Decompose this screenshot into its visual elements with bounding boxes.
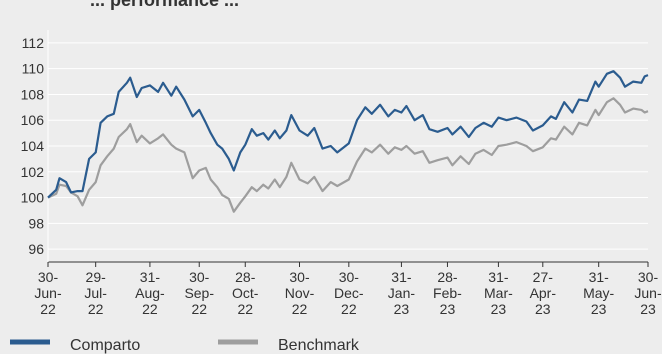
x-tick-label-line: 31- xyxy=(140,269,161,285)
x-tick-label: 27-Apr-23 xyxy=(530,269,557,317)
y-tick-label: 98 xyxy=(28,215,44,231)
x-tick-label-line: 23 xyxy=(591,301,607,317)
x-tick-label-line: Jan- xyxy=(388,285,416,301)
series-line-benchmark xyxy=(47,97,649,213)
x-tick-label: 28-Oct-22 xyxy=(232,269,259,317)
x-tick-label-line: 23 xyxy=(394,301,410,317)
y-tick-label: 96 xyxy=(28,241,44,257)
x-tick-label-line: 30- xyxy=(189,269,210,285)
x-tick-label: 30-Dec-22 xyxy=(334,269,364,317)
chart-title: ... performance ... xyxy=(90,0,239,10)
y-axis-tick-labels: 96 98 100 102 104 106 108 110 112 xyxy=(21,35,45,257)
x-tick-label-line: 27- xyxy=(533,269,554,285)
x-tick-label-line: 30- xyxy=(38,269,59,285)
x-tick-label-line: 28- xyxy=(437,269,458,285)
x-tick-label-line: Mar- xyxy=(484,285,513,301)
x-tick-label: 31-Mar-23 xyxy=(484,269,513,317)
series-line-comparto xyxy=(47,70,649,199)
x-tick-label-line: 22 xyxy=(292,301,308,317)
x-tick-label-line: Jun- xyxy=(34,285,62,301)
y-tick-label: 110 xyxy=(22,61,45,77)
x-tick-label: 30-Jun-23 xyxy=(634,269,662,317)
y-tick-label: 102 xyxy=(21,164,45,180)
chart-legend: Comparto Benchmark xyxy=(10,337,360,354)
x-tick-label-line: Oct- xyxy=(232,285,259,301)
x-tick-label-line: Jun- xyxy=(634,285,662,301)
x-tick-label-line: Sep- xyxy=(184,285,214,301)
x-tick-label: 31-Aug-22 xyxy=(135,269,165,317)
x-tick-label-line: 28- xyxy=(235,269,256,285)
x-tick-label: 29-Jul-22 xyxy=(84,269,107,317)
series-lines xyxy=(47,70,649,213)
legend-label-comparto: Comparto xyxy=(70,337,140,354)
x-tick-label-line: 31- xyxy=(488,269,509,285)
y-tick-label: 108 xyxy=(21,86,45,102)
y-tick-label: 100 xyxy=(21,190,45,206)
x-tick-label-line: 29- xyxy=(86,269,107,285)
x-tick-label-line: 23 xyxy=(440,301,456,317)
y-tick-label: 106 xyxy=(21,112,45,128)
x-tick-label: 30-Jun-22 xyxy=(34,269,62,317)
x-tick-label: 31-Jan-23 xyxy=(388,269,416,317)
x-tick-label-line: 22 xyxy=(88,301,104,317)
x-tick-label-line: 30- xyxy=(638,269,659,285)
x-tick-label-line: Feb- xyxy=(433,285,462,301)
x-axis-tick-labels: 30-Jun-2229-Jul-2231-Aug-2230-Sep-2228-O… xyxy=(34,262,662,317)
x-tick-label-line: 22 xyxy=(40,301,56,317)
x-tick-label-line: 23 xyxy=(535,301,551,317)
y-tick-label: 112 xyxy=(22,35,45,51)
x-tick-label-line: Aug- xyxy=(135,285,165,301)
x-tick-label: 28-Feb-23 xyxy=(433,269,462,317)
x-tick-label-line: Dec- xyxy=(334,285,364,301)
x-tick-label-line: 22 xyxy=(191,301,207,317)
x-tick-label-line: May- xyxy=(583,285,614,301)
y-tick-label: 104 xyxy=(21,138,45,154)
x-tick-label-line: 30- xyxy=(289,269,310,285)
legend-label-benchmark: Benchmark xyxy=(278,337,360,354)
x-tick-label-line: Jul- xyxy=(84,285,107,301)
x-tick-label: 30-Sep-22 xyxy=(184,269,214,317)
x-tick-label-line: 23 xyxy=(640,301,656,317)
x-tick-label: 31-May-23 xyxy=(583,269,614,317)
x-tick-label-line: 31- xyxy=(589,269,610,285)
x-tick-label-line: 22 xyxy=(142,301,158,317)
x-tick-label: 30-Nov-22 xyxy=(285,269,315,317)
x-tick-label-line: 22 xyxy=(341,301,357,317)
x-tick-label-line: 22 xyxy=(237,301,253,317)
x-tick-label-line: Apr- xyxy=(530,285,557,301)
x-tick-label-line: 31- xyxy=(391,269,412,285)
x-tick-label-line: 23 xyxy=(491,301,507,317)
grid-lines xyxy=(47,30,648,263)
x-tick-label-line: 30- xyxy=(339,269,360,285)
x-tick-label-line: Nov- xyxy=(285,285,315,301)
